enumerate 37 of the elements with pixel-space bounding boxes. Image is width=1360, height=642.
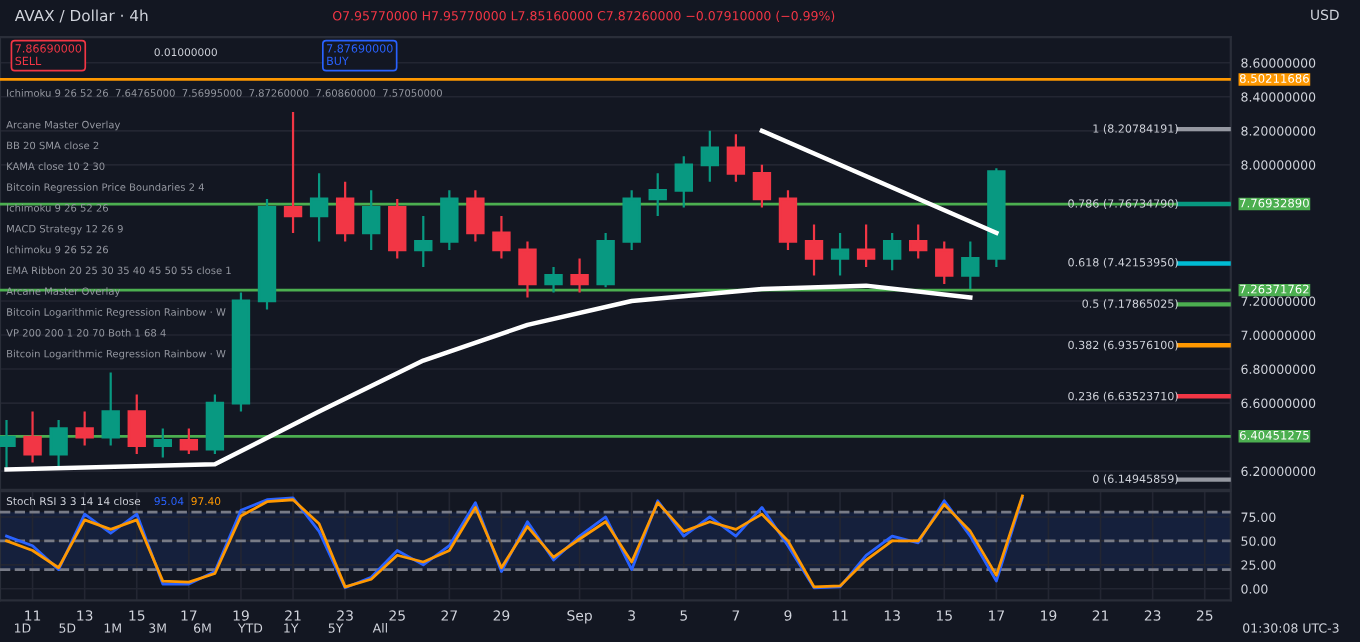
candlestick [544, 265, 563, 294]
candlestick [0, 418, 16, 469]
candlestick [179, 427, 199, 456]
candlestick [856, 223, 876, 269]
candlestick [570, 257, 589, 294]
candlestick [674, 155, 693, 209]
candlestick [335, 180, 355, 243]
candlestick [596, 231, 615, 289]
candlestick [909, 223, 928, 260]
candlestick [700, 129, 720, 183]
candlestick [101, 371, 120, 447]
candlestick [309, 172, 329, 243]
candlestick [752, 163, 772, 209]
candlestick [492, 214, 511, 260]
candlestick [49, 418, 68, 469]
candlestick [518, 240, 537, 299]
candlestick [127, 393, 146, 456]
candlestick [935, 240, 954, 286]
candlestick [961, 240, 980, 291]
candlestick [23, 410, 42, 464]
candlestick [726, 133, 746, 183]
candlestick [648, 172, 667, 218]
candlestick [205, 393, 225, 456]
line-series [4, 283, 973, 472]
candlestick [882, 231, 902, 272]
candlestick [75, 410, 94, 447]
candlestick [622, 189, 641, 252]
candlestick [440, 189, 459, 252]
candlestick [283, 110, 303, 235]
candlestick [414, 214, 433, 269]
candlestick [830, 231, 850, 277]
candlestick [388, 197, 407, 260]
candlestick [804, 223, 824, 277]
candlestick [466, 189, 485, 243]
candlestick [361, 189, 381, 252]
candlestick [153, 427, 173, 459]
candlestick [778, 189, 798, 252]
